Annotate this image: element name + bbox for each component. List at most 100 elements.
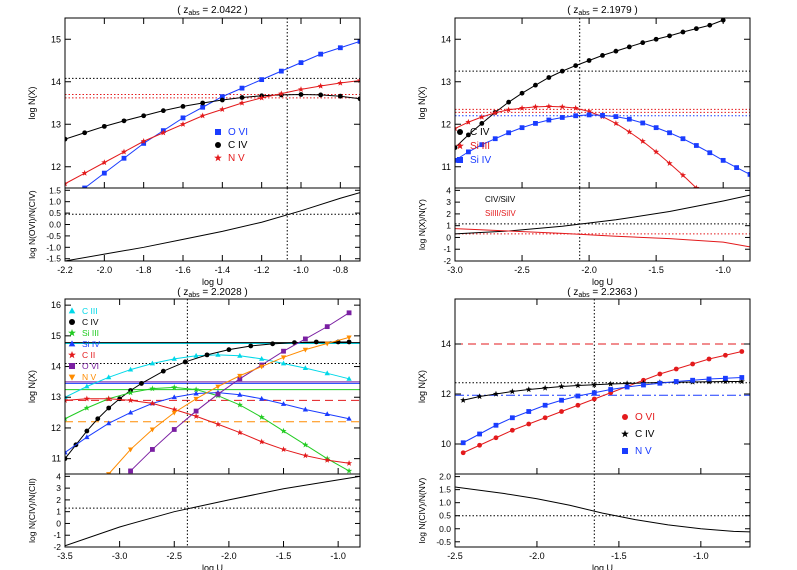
data-point — [639, 138, 646, 144]
data-point — [324, 341, 330, 347]
data-point — [140, 138, 147, 144]
data-point — [346, 335, 352, 341]
data-point — [546, 117, 552, 123]
data-point — [193, 408, 199, 414]
data-point — [690, 377, 696, 383]
data-point — [180, 115, 186, 121]
legend-label: C II — [82, 350, 95, 360]
data-point — [298, 92, 304, 97]
plot-frame — [64, 17, 361, 189]
data-point — [624, 384, 630, 390]
data-point — [171, 410, 177, 416]
data-point — [160, 129, 167, 136]
column-density-plot — [65, 299, 360, 474]
legend-label: Si III — [82, 328, 99, 338]
y-axis-label: log N(X) — [27, 370, 37, 403]
plot-frame — [454, 473, 751, 548]
data-point — [127, 366, 134, 372]
data-point — [95, 416, 101, 422]
data-point — [346, 375, 352, 381]
y-tick-label: -1 — [53, 530, 61, 540]
y-tick-label: 15 — [51, 34, 61, 44]
data-point — [586, 58, 592, 63]
y-tick-label: 0.0 — [439, 524, 451, 534]
data-point — [573, 63, 579, 68]
data-point — [313, 339, 319, 345]
y-tick-label: 3 — [56, 483, 61, 493]
data-point — [357, 96, 360, 102]
data-point — [280, 360, 287, 366]
legend-label: Si IV — [470, 155, 491, 166]
data-point — [626, 128, 633, 135]
data-point — [84, 383, 90, 389]
data-point — [280, 401, 287, 406]
data-point — [65, 397, 69, 403]
legend-marker — [68, 328, 76, 337]
data-point — [723, 375, 728, 381]
data-point — [613, 114, 619, 119]
data-point — [720, 157, 726, 163]
data-point — [591, 381, 598, 388]
y-tick-label: 1 — [446, 221, 451, 231]
data-point — [193, 396, 199, 402]
ratio-curve — [65, 475, 360, 547]
y-tick-label: 14 — [441, 339, 451, 349]
data-point — [219, 97, 225, 103]
data-point — [478, 113, 485, 120]
legend-marker — [69, 363, 75, 369]
data-point — [83, 404, 90, 411]
x-tick-label: -1.5 — [648, 265, 664, 275]
data-point — [653, 36, 659, 42]
data-point — [357, 38, 360, 44]
data-point — [199, 112, 206, 119]
series-line — [108, 336, 350, 474]
data-point — [626, 44, 632, 50]
y-tick-label: 11 — [52, 454, 61, 464]
legend-marker — [621, 429, 629, 438]
y-tick-label: 12 — [441, 389, 451, 399]
plot-frame — [64, 298, 361, 475]
data-point — [479, 121, 485, 126]
data-point — [65, 180, 69, 187]
data-point — [84, 434, 90, 440]
data-point — [237, 373, 243, 379]
data-point — [542, 415, 548, 421]
ratio-curve — [455, 486, 750, 533]
data-point — [149, 360, 156, 366]
legend-label: C IV — [635, 429, 655, 440]
plot-frame — [454, 298, 751, 475]
ratio-curve-label: CIV/SiIV — [485, 195, 516, 204]
plot-frame — [64, 473, 361, 548]
series-line — [65, 93, 360, 140]
chart-title: ( zabs = 2.1979 ) — [567, 5, 638, 17]
data-point — [492, 390, 500, 397]
legend-marker — [215, 129, 221, 135]
data-point — [492, 136, 498, 142]
data-point — [706, 356, 712, 362]
data-point — [337, 45, 343, 51]
data-point — [460, 440, 466, 446]
data-point — [747, 172, 750, 177]
column-density-plot — [455, 299, 750, 474]
data-point — [693, 184, 700, 188]
y-tick-label: 1 — [56, 507, 61, 517]
data-point — [120, 148, 128, 155]
data-point — [720, 210, 726, 216]
data-point — [519, 90, 525, 96]
data-point — [171, 394, 177, 400]
ratio-y-axis-label: log N(CIV)/N(NV) — [417, 478, 427, 544]
data-point — [239, 85, 245, 91]
legend-marker — [69, 319, 75, 325]
data-point — [83, 395, 90, 402]
y-tick-label: 13 — [51, 392, 61, 402]
y-tick-label: 0.5 — [49, 208, 61, 218]
data-point — [575, 393, 581, 399]
legend-label: Si IV — [82, 339, 100, 349]
data-point — [673, 379, 679, 384]
data-point — [707, 150, 713, 156]
data-point — [106, 405, 112, 411]
data-point — [259, 395, 265, 401]
y-tick-label: 0 — [56, 518, 61, 528]
data-point — [506, 130, 512, 136]
